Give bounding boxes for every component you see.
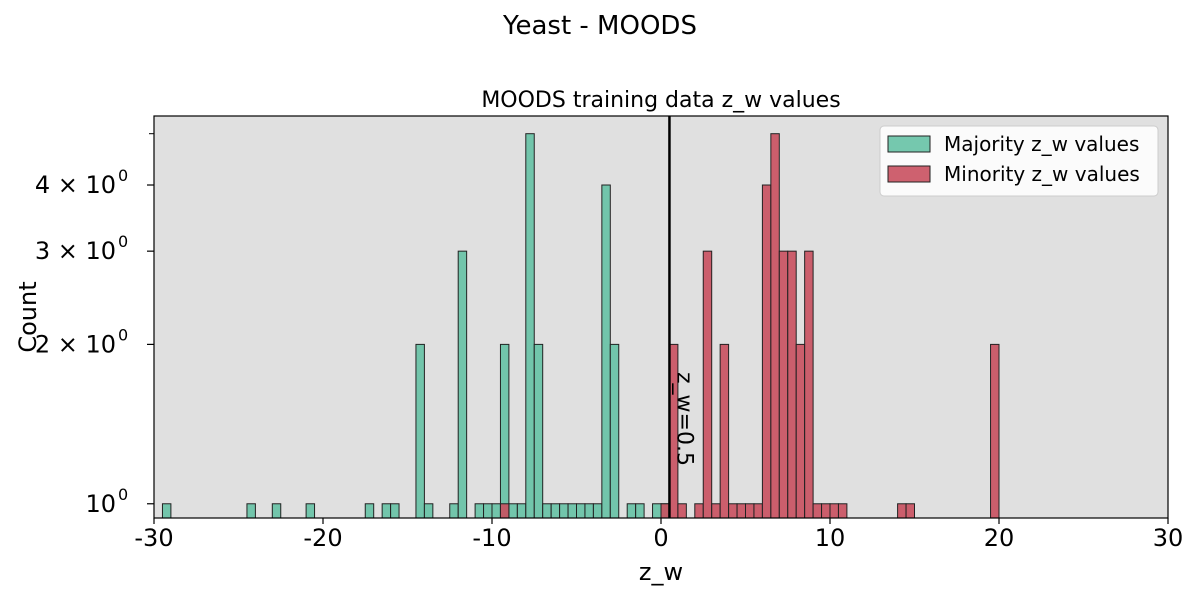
- histogram-bar: [770, 133, 780, 519]
- histogram-bar: [246, 503, 256, 519]
- legend[interactable]: Majority z_w values Minority z_w values: [879, 125, 1159, 197]
- histogram-bar: [592, 503, 603, 519]
- histogram-bar: [626, 503, 637, 519]
- histogram-bar: [567, 503, 577, 519]
- histogram-bar: [660, 503, 670, 519]
- histogram-bar: [837, 503, 848, 519]
- legend-label[interactable]: Majority z_w values: [944, 132, 1139, 156]
- histogram-bar: [711, 503, 721, 519]
- x-tick-label: -20: [303, 524, 342, 552]
- histogram-bar: [719, 343, 730, 519]
- histogram-bar: [457, 250, 468, 519]
- histogram-bar: [381, 503, 392, 519]
- histogram-bar: [499, 343, 510, 519]
- histogram-bar: [491, 503, 501, 519]
- y-tick-label: 2 × 10: [35, 330, 116, 358]
- histogram-bar: [576, 503, 586, 519]
- histogram-bar: [778, 250, 789, 519]
- histogram-bar: [635, 503, 645, 519]
- histogram-bar: [652, 503, 662, 519]
- histogram-bar: [990, 343, 1000, 519]
- histogram-bar: [787, 250, 797, 519]
- histogram-bar: [508, 503, 518, 519]
- histogram-bar: [905, 503, 915, 519]
- y-tick-exponent: 0: [118, 232, 128, 251]
- x-tick-label: 0: [653, 524, 668, 552]
- threshold-label: z_w=0.5: [671, 372, 696, 466]
- x-tick-label: -30: [134, 524, 173, 552]
- histogram-bar: [161, 503, 172, 519]
- histogram-bar: [795, 343, 806, 519]
- histogram-bar: [559, 503, 569, 519]
- x-axis: -30 -20 -10 0 10 20 30: [134, 518, 1183, 552]
- legend-swatch[interactable]: [887, 165, 931, 183]
- histogram-bar: [525, 133, 535, 519]
- legend-label[interactable]: Minority z_w values: [944, 162, 1140, 186]
- histogram-bars: [161, 133, 1000, 519]
- histogram-bar: [702, 250, 713, 519]
- x-tick-label: -10: [472, 524, 511, 552]
- histogram-bar: [584, 503, 594, 519]
- histogram-bar: [423, 503, 434, 519]
- histogram-bar: [542, 503, 552, 519]
- histogram-bar: [499, 503, 510, 519]
- histogram-bar: [415, 343, 425, 519]
- y-tick-label: 4 × 10: [35, 171, 116, 199]
- histogram-bar: [804, 250, 814, 519]
- histogram-bar: [736, 503, 746, 519]
- histogram-bar: [305, 503, 316, 519]
- histogram-bar: [364, 503, 375, 519]
- y-tick-label: 3 × 10: [35, 237, 116, 265]
- histogram-bar: [897, 503, 907, 519]
- histogram-bar: [533, 343, 544, 519]
- x-tick-label: 10: [815, 524, 846, 552]
- histogram-bar: [761, 184, 772, 519]
- histogram-bar: [271, 503, 282, 519]
- threshold-group: z_w=0.5: [668, 116, 696, 518]
- histogram-bar: [516, 503, 527, 519]
- x-axis-label: z_w: [639, 558, 683, 586]
- histogram-bar: [474, 503, 485, 519]
- figure-suptitle: Yeast - MOODS: [502, 11, 697, 41]
- y-tick-exponent: 0: [118, 485, 128, 504]
- legend-swatch[interactable]: [887, 135, 931, 153]
- legend-box: [879, 125, 1159, 197]
- histogram-bar: [601, 184, 611, 519]
- histogram-bar: [677, 503, 687, 519]
- histogram-bar: [753, 503, 763, 519]
- histogram-bar: [483, 503, 493, 519]
- chart-title: MOODS training data z_w values: [481, 88, 840, 113]
- y-axis-label: Count: [14, 281, 42, 352]
- histogram-bar: [728, 503, 738, 519]
- histogram-bar: [694, 503, 704, 519]
- y-tick-exponent: 0: [118, 325, 128, 344]
- y-tick-label: 10: [85, 490, 116, 518]
- y-axis: 10 02 × 10 03 × 10 04 × 10 0: [35, 133, 154, 518]
- histogram-bar: [745, 503, 755, 519]
- histogram-bar: [821, 503, 831, 519]
- y-tick-exponent: 0: [118, 166, 128, 185]
- x-tick-label: 30: [1153, 524, 1184, 552]
- x-tick-label: 20: [984, 524, 1015, 552]
- histogram-bar: [449, 503, 459, 519]
- histogram-bar: [609, 343, 620, 519]
- histogram-bar: [390, 503, 400, 519]
- histogram-bar: [550, 503, 561, 519]
- histogram-bar: [829, 503, 839, 519]
- histogram-bar: [812, 503, 823, 519]
